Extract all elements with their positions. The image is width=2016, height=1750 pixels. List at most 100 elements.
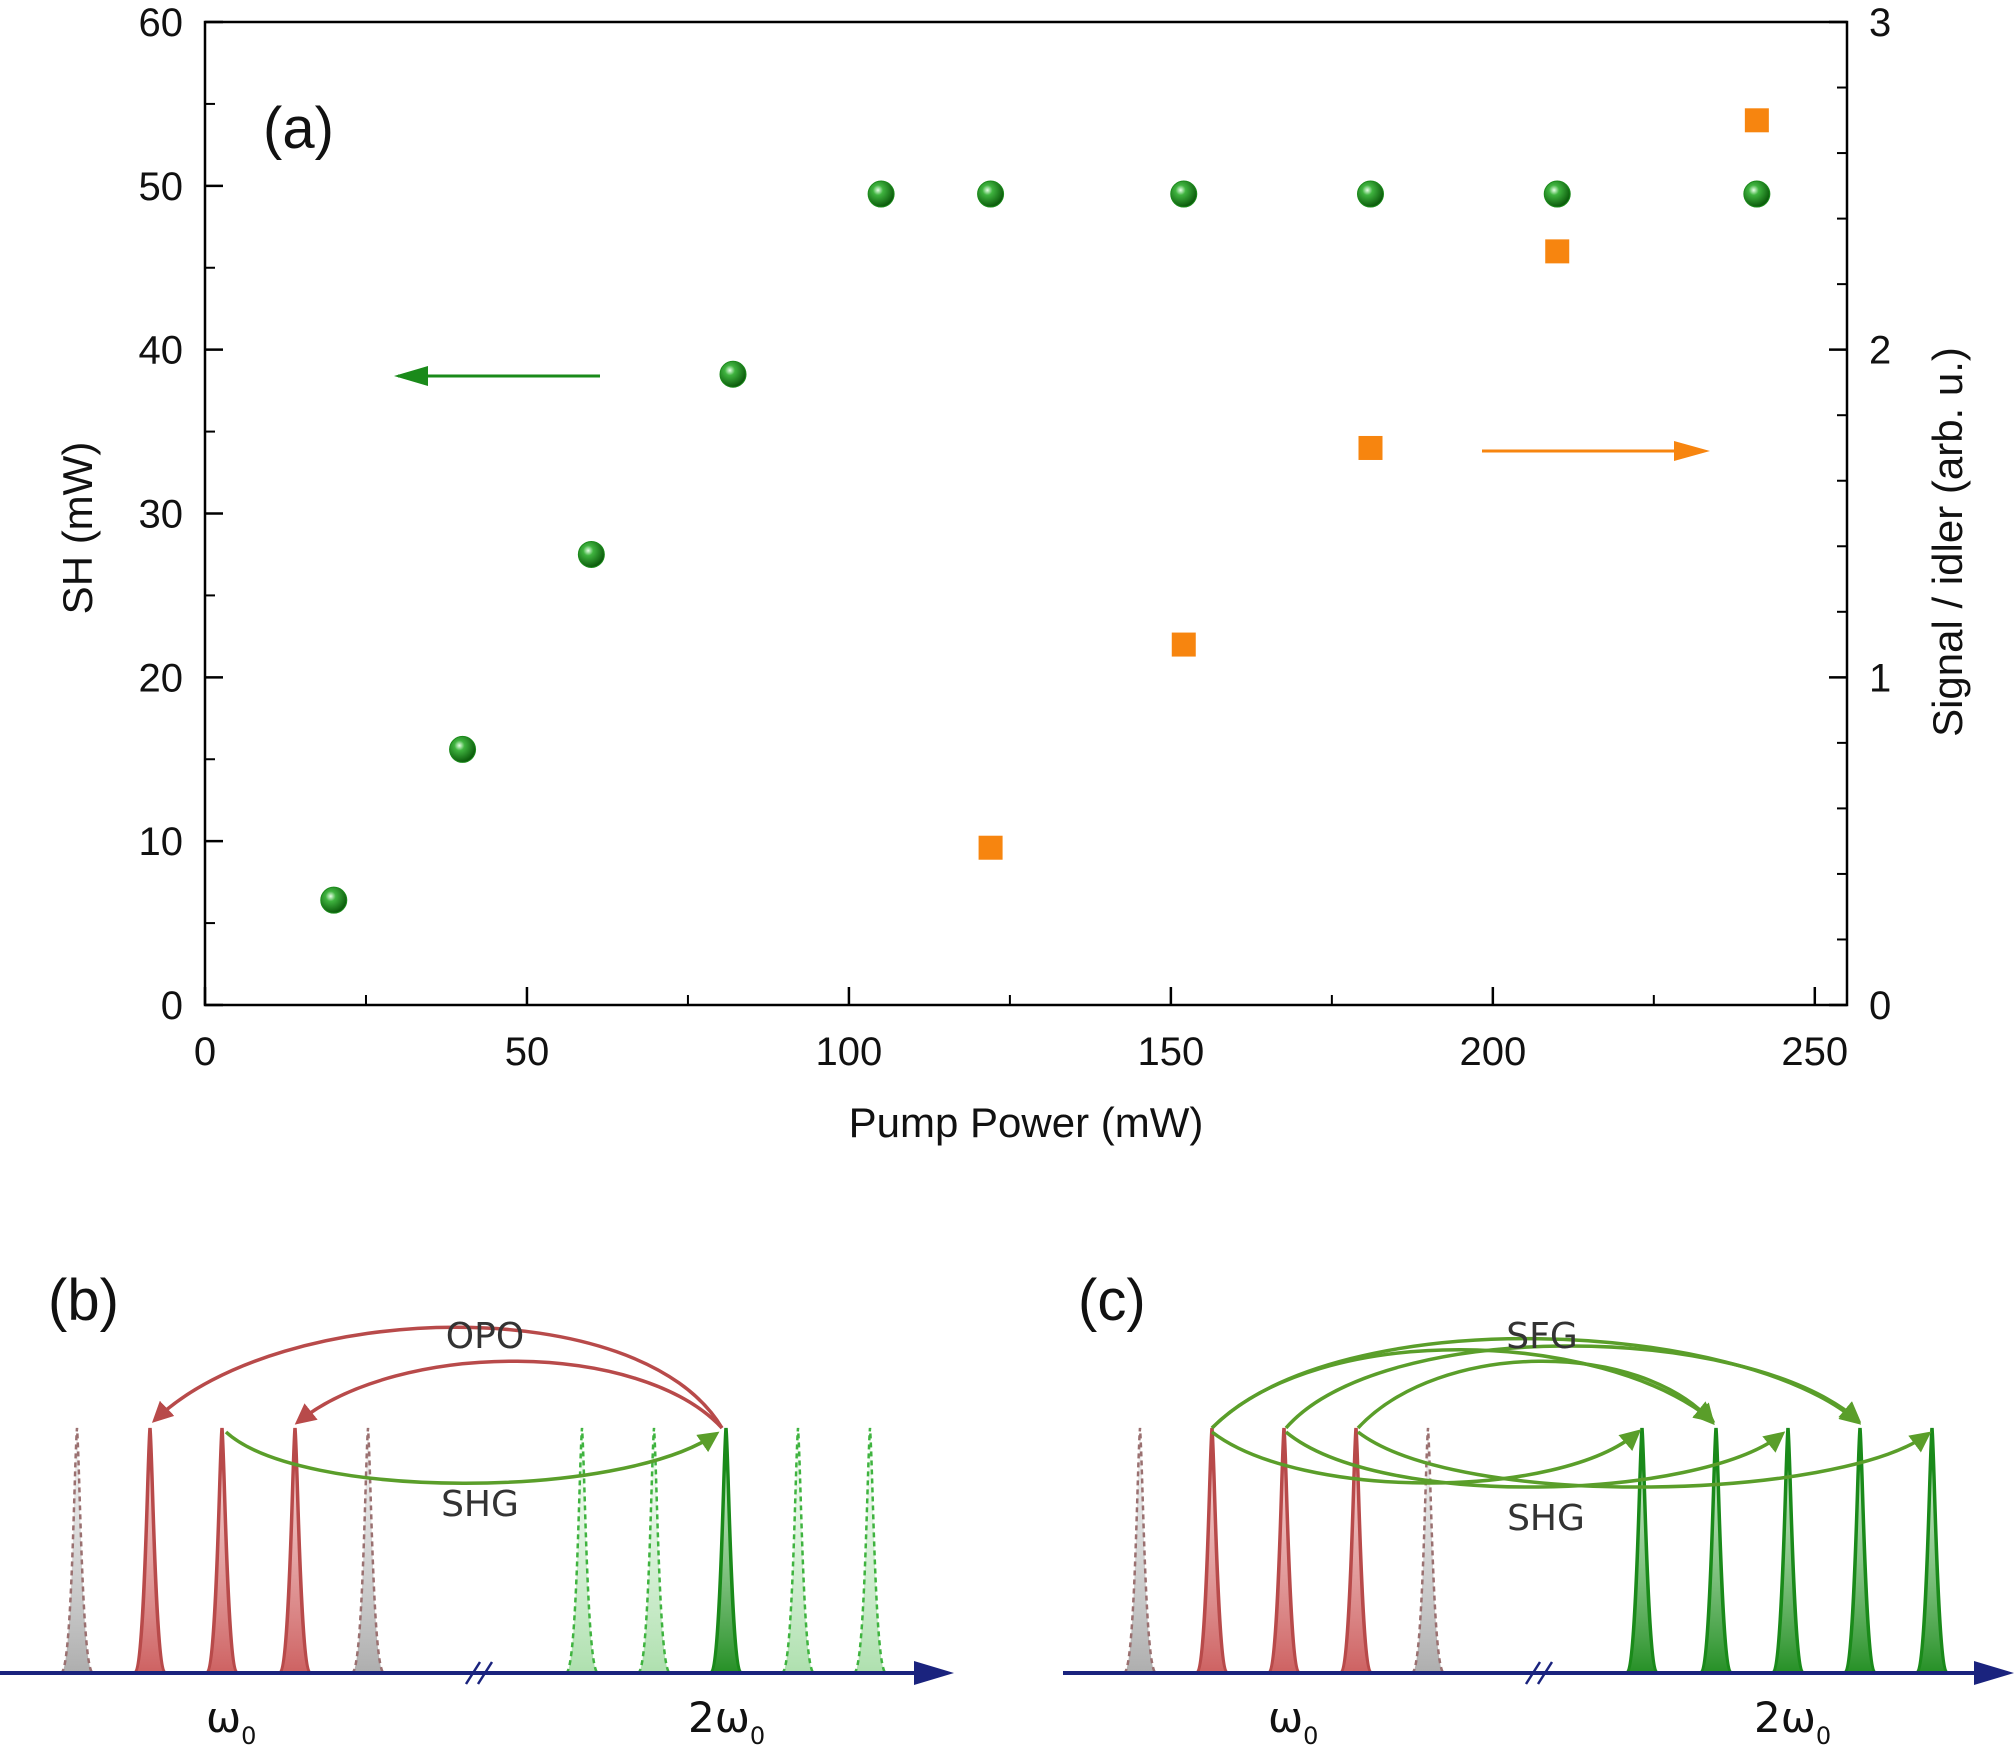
shg-arrow-c-1 [1210,1429,1642,1485]
y2-tick-label: 2 [1869,329,1891,373]
sfg-arrow-4 [1356,1359,1715,1430]
y-ticks: 0 10 20 30 40 50 60 [139,1,223,1028]
sh-point [1743,180,1771,208]
y-tick-label: 40 [139,329,184,373]
mode-peak-sh [1914,1427,1950,1675]
x-ticks: 0 50 100 150 200 250 [194,987,1848,1074]
mode-peak-sh [1624,1427,1660,1675]
omega0-symbol-b: ω [206,1693,241,1742]
mode-peak-signal [277,1427,313,1675]
mode-peak-idler [1194,1427,1230,1675]
signal-point [1171,632,1196,657]
x-tick-label: 200 [1459,1030,1526,1074]
x-tick-label: 0 [194,1030,216,1074]
omega2-label-c: 2ω0 [1754,1693,1831,1750]
panel-label-b: (b) [48,1268,119,1333]
y2-tick-label: 3 [1869,1,1891,45]
omega2-label-b: 2ω0 [688,1693,765,1750]
mode-peak-pump [1266,1427,1302,1675]
x-tick-label: 150 [1138,1030,1205,1074]
omega2-symbol-b: 2ω [688,1693,750,1742]
y-tick-label: 20 [139,656,184,700]
mode-peak-sh [1842,1427,1878,1675]
arrow-right-signal-head [1674,441,1710,461]
omega0-sub-b: 0 [241,1722,256,1750]
shg-arrow-c-2 [1284,1430,1786,1489]
sh-point [719,360,747,388]
panel-label-c: (c) [1078,1268,1146,1333]
omega0-sub-c: 0 [1303,1722,1318,1750]
x-tick-label: 250 [1781,1030,1848,1074]
series-signal-points [978,108,1769,860]
signal-point [1358,435,1383,460]
diagram-panel-c: (c) SFG SHG ω0 2ω0 [1063,1268,2014,1750]
freq-axis-b-head [914,1661,954,1685]
mode-peak-idle [1122,1427,1158,1675]
mode-peak-idle [1410,1427,1446,1675]
x-tick-label: 100 [816,1030,883,1074]
mode-peak-sh [708,1427,744,1675]
freq-axis-c-head [1974,1661,2014,1685]
x-axis-title: Pump Power (mW) [849,1099,1204,1146]
sh-point [320,886,348,914]
y-tick-label: 50 [139,165,184,209]
mode-peak-sh-idle [564,1427,600,1675]
mode-peak-idle [59,1427,95,1675]
signal-point [1744,108,1769,133]
mode-peak-sh-idle [780,1427,816,1675]
series-sh-points [320,180,1771,914]
sh-point [867,180,895,208]
x-tick-label: 50 [505,1030,550,1074]
mode-peak-sh [1770,1427,1806,1675]
sh-point [1356,180,1384,208]
chart-panel-a: 0 50 100 150 200 250 0 10 20 30 40 50 60 0 1 2 3 (a) P… [54,1,1971,1146]
opo-arrow-outer [151,1325,724,1429]
mode-peak-pump [204,1427,240,1675]
process-label-opo: OPO [446,1316,524,1357]
y-tick-label: 30 [139,493,184,537]
omega0-symbol-c: ω [1268,1693,1303,1742]
y2-axis-title: Signal / idler (arb. u.) [1924,347,1971,737]
mode-peak-sh-idle [636,1427,672,1675]
y-tick-label: 0 [161,984,183,1028]
arrow-left-sh-head [394,366,428,386]
process-label-shg-c: SHG [1507,1498,1585,1539]
y-tick-label: 10 [139,820,184,864]
shg-arrow-b [224,1430,720,1485]
axis-break-b [464,1661,494,1685]
panel-label-a: (a) [263,96,334,161]
omega2-symbol-c: 2ω [1754,1693,1816,1742]
y2-tick-label: 1 [1869,656,1891,700]
opo-arrow-inner [294,1359,724,1430]
omega0-label-b: ω0 [206,1693,256,1750]
sfg-arrow-3 [1210,1337,1862,1430]
sfg-arrow-1 [1210,1348,1716,1430]
shg-arrow-c-3 [1356,1430,1932,1489]
mode-peak-signal [1338,1427,1374,1675]
plot-frame [203,20,1849,1007]
process-label-shg-b: SHG [441,1484,519,1525]
y2-tick-label: 0 [1869,984,1891,1028]
sh-point [1543,180,1571,208]
omega0-label-c: ω0 [1268,1693,1318,1750]
y-axis-title: SH (mW) [54,442,101,615]
omega2-sub-c: 0 [1816,1722,1831,1750]
axis-break-c [1524,1661,1554,1685]
sh-point [449,735,477,763]
modes-c [1122,1427,1950,1675]
mode-peak-sh [1698,1427,1734,1675]
sh-point [577,540,605,568]
process-label-sfg: SFG [1506,1316,1577,1357]
sh-point [977,180,1005,208]
mode-peak-idler [132,1427,168,1675]
signal-point [978,835,1003,860]
y-tick-label: 60 [139,1,184,45]
omega2-sub-b: 0 [750,1722,765,1750]
y2-ticks: 0 1 2 3 [1829,1,1891,1028]
sh-point [1170,180,1198,208]
mode-peak-idle [350,1427,386,1675]
modes-b [59,1427,888,1675]
mode-peak-sh-idle [852,1427,888,1675]
signal-point [1545,239,1570,264]
